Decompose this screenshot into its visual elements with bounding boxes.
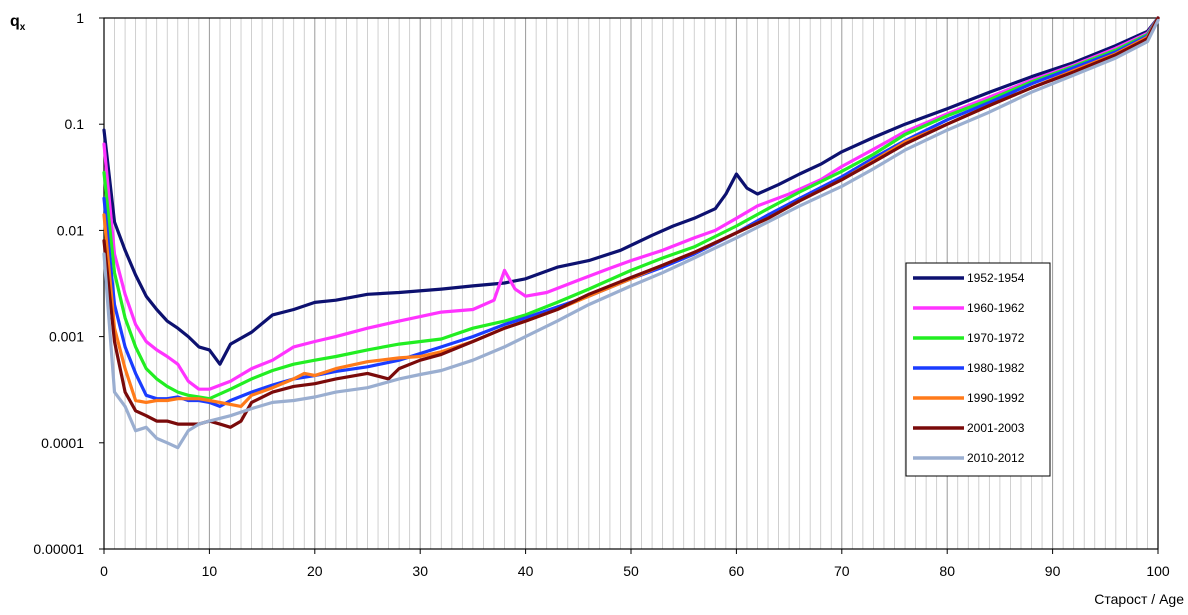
x-tick-label: 100 [1146,563,1170,579]
x-tick-label: 70 [834,563,850,579]
x-tick-label: 20 [307,563,323,579]
x-tick-label: 80 [939,563,955,579]
legend-label: 1970-1972 [967,331,1025,345]
x-axis: 0 10 20 30 40 50 60 70 80 90 100 [100,549,1170,579]
x-axis-title: Старост / Age [1094,591,1184,607]
legend-label: 2010-2012 [967,451,1025,465]
y-tick-label: 0.00001 [33,541,84,557]
x-tick-label: 40 [518,563,534,579]
x-tick-label: 60 [729,563,745,579]
series-line-1960-1962 [102,16,1160,391]
series-line-1980-1982 [102,16,1160,408]
x-tick-label: 30 [412,563,428,579]
legend-label: 1980-1982 [967,361,1025,375]
y-tick-label: 0.0001 [41,435,84,451]
series-layer [102,16,1160,450]
series-line-2001-2003 [102,16,1160,429]
x-tick-label: 10 [202,563,218,579]
legend-label: 1990-1992 [967,391,1025,405]
x-tick-label: 50 [623,563,639,579]
series-line-1952-1954 [102,16,1160,366]
series-line-1970-1972 [102,16,1160,401]
y-tick-label: 1 [76,10,84,26]
y-tick-label: 0.001 [49,329,84,345]
legend-label: 2001-2003 [967,421,1025,435]
x-tick-label: 90 [1045,563,1061,579]
y-tick-label: 0.1 [65,116,85,132]
legend-label: 1952-1954 [967,271,1025,285]
x-tick-label: 0 [100,563,108,579]
legend: 1952-1954 1960-1962 1970-1972 1980-1982 1990… [905,262,1051,477]
y-axis-title-main: q [10,13,20,30]
series-line-2010-2012 [102,18,1160,450]
y-axis: 0.00001 0.0001 0.001 0.01 0.1 1 [33,10,104,557]
y-axis-title-subscript: x [20,22,26,33]
y-tick-label: 0.01 [57,222,84,238]
legend-label: 1960-1962 [967,301,1025,315]
y-axis-title: qx [10,13,26,33]
